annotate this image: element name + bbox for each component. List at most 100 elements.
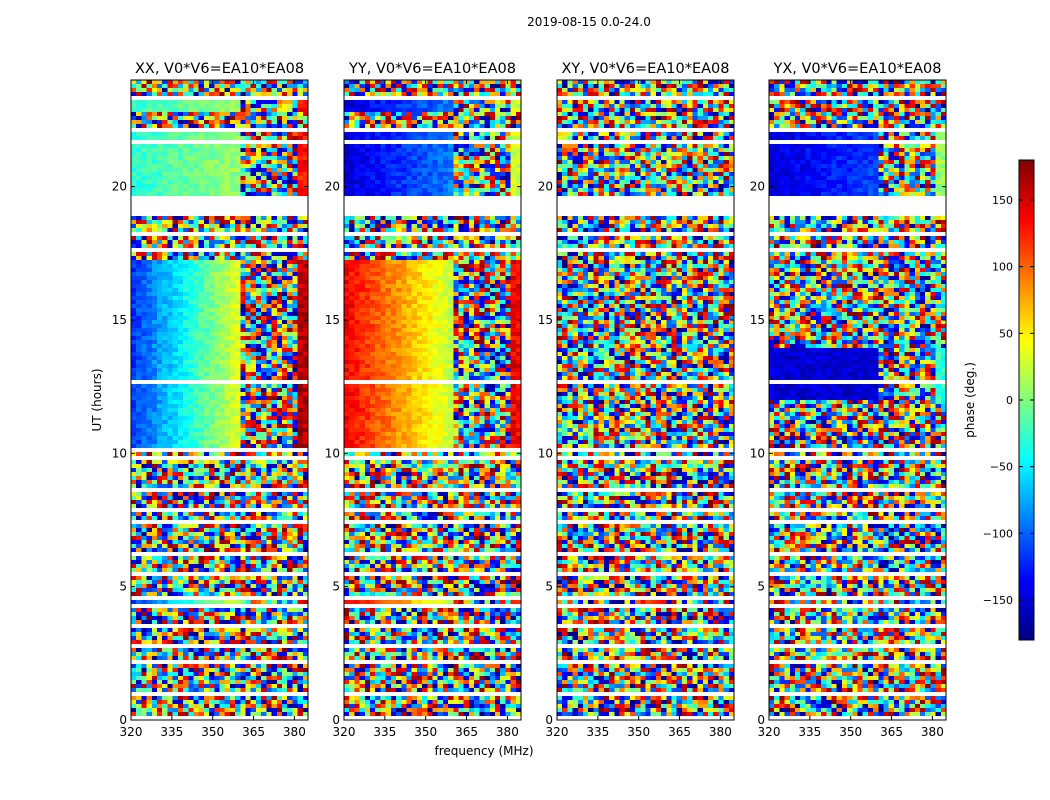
heatmap-cell bbox=[302, 536, 309, 540]
heatmap-cell bbox=[271, 152, 278, 156]
heatmap-cell bbox=[245, 176, 252, 180]
heatmap-cell bbox=[281, 312, 288, 316]
heatmap-cell bbox=[250, 376, 257, 380]
heatmap-cell bbox=[167, 152, 173, 156]
heatmap-cell bbox=[494, 84, 501, 88]
heatmap-cell bbox=[240, 124, 246, 128]
heatmap-cell bbox=[162, 264, 168, 268]
heatmap-cell bbox=[183, 216, 189, 220]
heatmap-cell bbox=[188, 164, 194, 168]
heatmap-cell bbox=[162, 192, 168, 196]
heatmap-cell bbox=[219, 616, 226, 620]
heatmap-cell bbox=[255, 384, 262, 388]
heatmap-cell bbox=[276, 588, 283, 592]
heatmap-cell bbox=[505, 108, 511, 112]
heatmap-cell bbox=[302, 472, 309, 476]
heatmap-cell bbox=[224, 188, 231, 192]
heatmap-cell bbox=[209, 372, 215, 376]
heatmap-cell bbox=[292, 332, 298, 336]
heatmap-cell bbox=[209, 476, 215, 480]
heatmap-cell bbox=[261, 528, 267, 532]
heatmap-cell bbox=[292, 112, 298, 116]
heatmap-cell bbox=[261, 632, 267, 636]
heatmap-cell bbox=[240, 256, 246, 260]
heatmap-cell bbox=[131, 172, 137, 176]
heatmap-cell bbox=[292, 144, 298, 148]
heatmap-cell bbox=[240, 320, 246, 324]
heatmap-cell bbox=[146, 308, 153, 312]
heatmap-cell bbox=[198, 700, 205, 704]
heatmap-cell bbox=[214, 680, 220, 684]
heatmap-cell bbox=[250, 216, 257, 220]
heatmap-cell bbox=[177, 608, 184, 612]
heatmap-cell bbox=[136, 180, 142, 184]
heatmap-cell bbox=[203, 600, 210, 604]
heatmap-cell bbox=[240, 116, 246, 120]
heatmap-cell bbox=[172, 548, 179, 552]
heatmap-cell bbox=[172, 92, 179, 96]
heatmap-cell bbox=[276, 484, 283, 488]
heatmap-cell bbox=[136, 588, 142, 592]
heatmap-cell bbox=[250, 704, 257, 708]
heatmap-cell bbox=[151, 312, 158, 316]
heatmap-cell bbox=[266, 628, 272, 632]
heatmap-cell bbox=[141, 116, 147, 120]
heatmap-cell bbox=[281, 348, 288, 352]
heatmap-cell bbox=[276, 480, 283, 484]
heatmap-cell bbox=[183, 220, 189, 224]
heatmap-cell bbox=[375, 120, 381, 124]
heatmap-cell bbox=[266, 136, 272, 140]
heatmap-cell bbox=[177, 396, 184, 400]
heatmap-cell bbox=[297, 100, 304, 104]
heatmap-cell bbox=[250, 696, 257, 700]
heatmap-cell bbox=[281, 712, 288, 716]
heatmap-cell bbox=[292, 272, 298, 276]
heatmap-cell bbox=[261, 460, 267, 464]
heatmap-cell bbox=[167, 80, 173, 84]
heatmap-cell bbox=[136, 528, 142, 532]
heatmap-cell bbox=[432, 120, 439, 124]
heatmap-cell bbox=[131, 144, 137, 148]
heatmap-cell bbox=[292, 348, 298, 352]
heatmap-cell bbox=[255, 356, 262, 360]
heatmap-cell bbox=[136, 384, 142, 388]
heatmap-cell bbox=[209, 536, 215, 540]
heatmap-cell bbox=[261, 600, 267, 604]
heatmap-cell bbox=[177, 292, 184, 296]
heatmap-cell bbox=[188, 672, 194, 676]
heatmap-cell bbox=[146, 396, 153, 400]
heatmap-cell bbox=[235, 492, 241, 496]
heatmap-cell bbox=[193, 412, 199, 416]
heatmap-cell bbox=[183, 316, 189, 320]
heatmap-cell bbox=[255, 112, 262, 116]
heatmap-cell bbox=[281, 92, 288, 96]
heatmap-cell bbox=[203, 500, 210, 504]
heatmap-cell bbox=[484, 84, 491, 88]
heatmap-cell bbox=[219, 652, 226, 656]
heatmap-cell bbox=[167, 652, 173, 656]
heatmap-cell bbox=[193, 416, 199, 420]
heatmap-cell bbox=[271, 548, 278, 552]
heatmap-cell bbox=[172, 600, 179, 604]
heatmap-cell bbox=[188, 100, 194, 104]
heatmap-cell bbox=[177, 280, 184, 284]
heatmap-cell bbox=[302, 548, 309, 552]
heatmap-cell bbox=[167, 320, 173, 324]
heatmap-cell bbox=[172, 276, 179, 280]
heatmap-cell bbox=[281, 632, 288, 636]
heatmap-cell bbox=[261, 664, 267, 668]
heatmap-cell bbox=[136, 648, 142, 652]
heatmap-cell bbox=[281, 384, 288, 388]
heatmap-cell bbox=[172, 84, 179, 88]
heatmap-cell bbox=[131, 672, 137, 676]
heatmap-cell bbox=[198, 560, 205, 564]
heatmap-cell bbox=[510, 116, 517, 120]
heatmap-cell bbox=[266, 708, 272, 712]
heatmap-cell bbox=[136, 424, 142, 428]
heatmap-cell bbox=[271, 256, 278, 260]
heatmap-cell bbox=[183, 320, 189, 324]
heatmap-cell bbox=[297, 412, 304, 416]
heatmap-cell bbox=[240, 452, 246, 456]
heatmap-cell bbox=[276, 352, 283, 356]
heatmap-cell bbox=[276, 396, 283, 400]
